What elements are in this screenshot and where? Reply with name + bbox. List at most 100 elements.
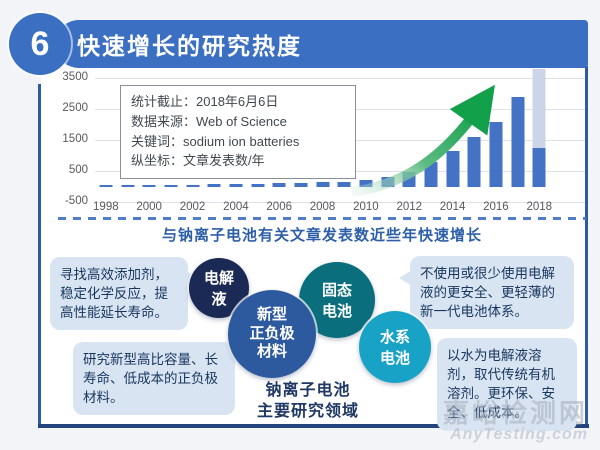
circle-label: 固态 电池 — [321, 282, 352, 320]
bar-column — [182, 78, 204, 202]
bar-1999 — [121, 185, 134, 187]
y-tick-label: -500 — [64, 195, 88, 207]
gridline — [95, 78, 585, 79]
circle-label: 新型 正负极 材料 — [249, 305, 295, 361]
chart-caption: 与钠离子电池有关文章发表数近些年快速增长 — [161, 227, 482, 244]
note-text: 不使用或很少使用电解液的更安全、更轻薄的新一代电池体系。 — [420, 266, 555, 320]
x-label-column: 2012 — [396, 201, 423, 215]
gridline — [95, 202, 585, 203]
note-text: 寻找高效添加剂，稳定化学反应，提高性能延长寿命。 — [60, 267, 168, 321]
bar-column — [420, 78, 442, 202]
bar-column — [290, 78, 312, 202]
circle-aqueous-battery: 水系 电池 — [359, 311, 431, 383]
bar-2006 — [272, 183, 286, 187]
chart-info-box: 统计截止：2018年6月6日 数据来源：Web of Science 关键词：s… — [120, 85, 356, 179]
dashed-divider — [58, 217, 586, 220]
note-text: 研究新型高比容量、长寿命、低成本的正负极材料。 — [83, 352, 218, 406]
bar-2016 — [489, 122, 503, 187]
bar-column — [355, 78, 377, 202]
bar-2018 — [532, 147, 546, 187]
bar-column — [117, 78, 139, 202]
x-tick-label: 2002 — [179, 201, 206, 213]
x-tick-label: 2000 — [136, 201, 162, 213]
x-tick-label: 2016 — [483, 201, 509, 213]
bar-column — [463, 78, 485, 202]
x-label-column: 1998 — [93, 201, 119, 215]
bar-column — [247, 78, 269, 202]
x-tick-label: 2008 — [309, 201, 336, 213]
x-label-column — [117, 201, 139, 215]
bar-column — [312, 78, 334, 202]
x-tick-label: 2014 — [439, 201, 466, 213]
info-line-source: 数据来源：Web of Science — [131, 113, 287, 129]
bar-2004 — [229, 184, 243, 187]
y-tick-label: 3500 — [62, 71, 88, 83]
bar-column — [268, 78, 290, 202]
bar-column — [485, 78, 507, 202]
bar-2005 — [251, 183, 265, 187]
watermark: 嘉峪检测网 AnyTesting.com — [443, 400, 588, 444]
bar-2012 — [402, 171, 416, 187]
bar-2007 — [294, 182, 308, 187]
note-bubble-electrolyte: 寻找高效添加剂，稳定化学反应，提高性能延长寿命。 — [50, 257, 199, 331]
bar-2002 — [186, 184, 200, 187]
bar-column — [95, 78, 117, 202]
watermark-chinese: 嘉峪检测网 — [442, 398, 588, 429]
x-label-column — [203, 201, 225, 215]
header-bar: 快速增长的研究热度 — [55, 20, 588, 68]
x-label-column — [463, 201, 485, 215]
info-line-keyword: 关键词：sodium ion batteries — [131, 133, 300, 149]
bar-2015 — [467, 136, 481, 187]
x-label-column: 2006 — [266, 201, 292, 215]
slide-number-badge: 6 — [9, 13, 71, 75]
bar-column — [203, 78, 225, 202]
circle-electrolyte: 电解 液 — [189, 258, 249, 318]
bar-column — [398, 78, 420, 202]
page-title: 快速增长的研究热度 — [77, 33, 302, 59]
y-tick-label: 500 — [68, 164, 88, 176]
note-bubble-solid-state: 不使用或很少使用电解液的更安全、更轻薄的新一代电池体系。 — [399, 256, 574, 330]
bubble-tail-icon — [399, 270, 412, 286]
bar-column — [138, 78, 160, 202]
bar-column — [333, 78, 355, 202]
x-label-column — [507, 201, 529, 215]
x-label-column — [377, 201, 399, 215]
x-label-column: 2004 — [223, 201, 249, 215]
x-label-column: 2002 — [179, 201, 206, 215]
note-bubble-aqueous: 以水为电解液溶剂，取代传统有机溶剂。更环保、安全、低成本。 — [437, 338, 577, 431]
bar-column — [442, 78, 464, 202]
x-tick-label: 2010 — [353, 201, 379, 213]
x-label-column — [290, 201, 312, 215]
circle-new-electrode-materials: 新型 正负极 材料 — [228, 290, 316, 378]
circle-label: 水系 电池 — [379, 329, 410, 367]
x-label-column: 2018 — [526, 201, 552, 215]
x-tick-label: 2006 — [266, 201, 292, 213]
watermark-english: AnyTesting.com — [450, 426, 588, 444]
x-tick-label: 1998 — [93, 201, 119, 213]
bar-2014 — [446, 151, 460, 187]
x-tick-label: 2004 — [223, 201, 249, 213]
bar-2008 — [316, 181, 330, 187]
x-tick-label: 2012 — [396, 201, 423, 213]
bar-2013 — [424, 161, 438, 187]
x-label-column — [247, 201, 269, 215]
bar-2001 — [164, 184, 178, 187]
note-text: 以水为电解液溶剂，取代传统有机溶剂。更环保、安全、低成本。 — [447, 348, 555, 421]
frame-border-left — [38, 84, 41, 428]
bar-2010 — [359, 179, 373, 187]
y-tick-label: 1500 — [62, 133, 88, 145]
bar-2000 — [142, 184, 156, 187]
chart-x-axis-labels: 1998 2000 2002 2004 2006 2008 2010 2012 2014 2016… — [93, 201, 552, 215]
info-line-yaxis: 纵坐标：文章发表数/年 — [131, 153, 265, 169]
x-label-column: 2014 — [439, 201, 466, 215]
frame-border-right — [585, 66, 588, 428]
note-bubble-electrode: 研究新型高比容量、长寿命、低成本的正负极材料。 — [73, 342, 235, 416]
bar-column — [507, 78, 529, 202]
bar-column — [160, 78, 182, 202]
bar-2009 — [337, 181, 351, 187]
y-tick-label: 2500 — [62, 102, 88, 114]
info-line-cutoff: 统计截止：2018年6月6日 — [131, 94, 279, 109]
bar-2011 — [381, 177, 395, 187]
x-label-column — [420, 201, 442, 215]
x-label-column — [160, 201, 182, 215]
